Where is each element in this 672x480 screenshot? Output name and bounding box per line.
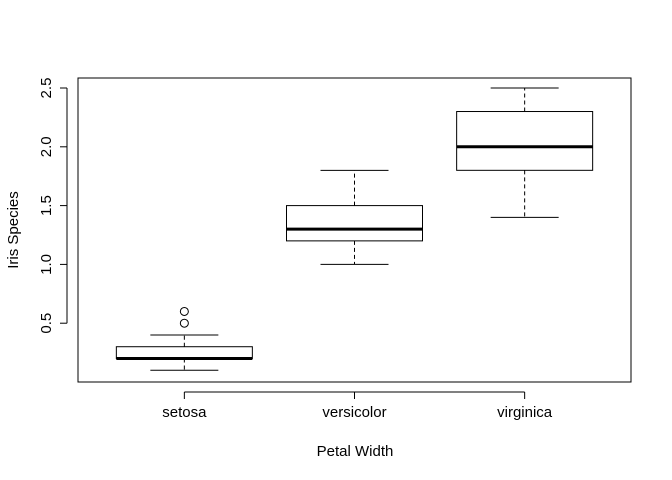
y-tick-label: 1.5	[38, 195, 55, 216]
box-versicolor	[286, 169, 423, 265]
plot-frame	[77, 77, 632, 383]
y-tick-label: 2.0	[38, 136, 55, 157]
x-tick-label: versicolor	[322, 404, 386, 421]
iqr-box	[115, 346, 253, 359]
box-series	[115, 87, 594, 371]
box-setosa	[115, 306, 253, 371]
outlier-point	[179, 306, 189, 316]
y-tick-label: 0.5	[38, 313, 55, 334]
y-tick-label: 1.0	[38, 254, 55, 275]
box-virginica	[456, 87, 594, 218]
outlier-point	[179, 318, 189, 328]
x-axis-label: Petal Width	[317, 443, 394, 460]
iqr-box	[286, 205, 423, 242]
x-axis: setosa versicolor virginica	[162, 391, 553, 421]
y-axis: 0.5 1.0 1.5 2.0 2.5	[38, 78, 68, 334]
x-tick-label: virginica	[497, 404, 553, 421]
iqr-box	[456, 111, 594, 171]
y-tick-label: 2.5	[38, 78, 55, 99]
x-tick-label: setosa	[162, 404, 207, 421]
y-axis-label: Iris Species	[5, 191, 22, 269]
